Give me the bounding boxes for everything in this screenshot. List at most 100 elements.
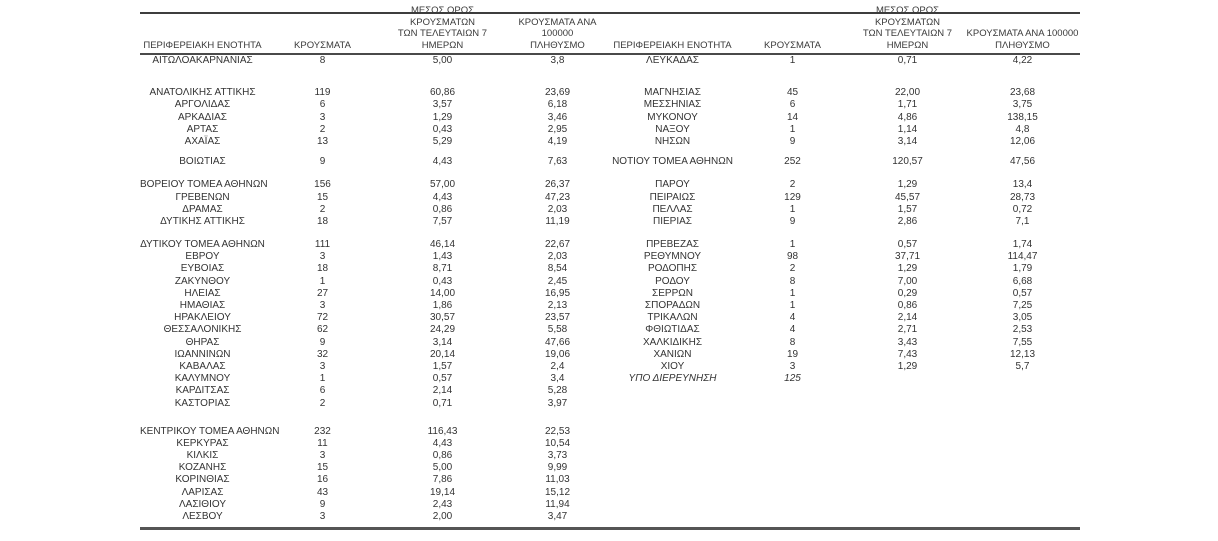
cell-left-cases: 6 [319, 99, 326, 111]
cell-right-region [610, 462, 735, 474]
cell-left-cases: 3 [319, 360, 326, 372]
row-gap [140, 228, 1080, 239]
row-gap [140, 410, 1080, 426]
cell-left-region: ΑΡΤΑΣ [186, 123, 219, 135]
cell-left-region: ΛΑΡΙΣΑΣ [181, 486, 224, 498]
cell-right-region [610, 499, 735, 511]
cell-right-cases: 98 [786, 251, 799, 263]
cell-left-per100k: 10,54 [544, 437, 571, 449]
cell-right-region: ΤΡΙΚΑΛΩΝ [647, 312, 698, 324]
cell-right-avg7: 0,29 [897, 287, 918, 299]
cell-left-region: ΑΧΑΪΑΣ [184, 135, 221, 147]
cell-right-avg7: 1,29 [897, 179, 918, 191]
cell-right-cases: 1 [789, 203, 796, 215]
cell-left-cases: 8 [319, 55, 326, 66]
cell-left-per100k: 2,95 [547, 123, 568, 135]
cell-right-cases: 1 [789, 55, 796, 66]
cell-left-cases: 15 [316, 462, 329, 474]
cell-left-avg7: 0,43 [432, 123, 453, 135]
cell-right-per100k: 1,79 [1012, 263, 1033, 275]
table-row: ΓΡΕΒΕΝΩΝ 15 4,43 47,23 ΠΕΙΡΑΙΩΣ 129 45,5… [140, 192, 1080, 204]
cell-right-avg7: 120,57 [892, 156, 923, 168]
table-row: ΗΡΑΚΛΕΙΟΥ 72 30,57 23,57 ΤΡΙΚΑΛΩΝ 4 2,14… [140, 312, 1080, 324]
cell-right-region: ΧΙΟΥ [660, 360, 685, 372]
cell-left-avg7: 3,57 [432, 99, 453, 111]
cell-left-region: ΘΕΣΣΑΛΟΝΙΚΗΣ [163, 324, 242, 336]
cell-right-cases [735, 398, 850, 410]
table-row: ΙΩΑΝΝΙΝΩΝ 32 20,14 19,06 ΧΑΝΙΩΝ 19 7,43 … [140, 349, 1080, 361]
cell-right-avg7 [850, 426, 965, 438]
cell-right-per100k: 2,53 [1012, 324, 1033, 336]
cell-right-avg7 [850, 487, 965, 499]
cell-left-avg7: 0,57 [432, 373, 453, 385]
cell-left-per100k: 3,47 [547, 511, 568, 522]
table-row: ΚΑΣΤΟΡΙΑΣ 2 0,71 3,97 [140, 398, 1080, 410]
table-row: ΔΡΑΜΑΣ 2 0,86 2,03 ΠΕΛΛΑΣ 1 1,57 0,72 [140, 204, 1080, 216]
table-header-row: ΠΕΡΙΦΕΡΕΙΑΚΗ ΕΝΟΤΗΤΑ ΚΡΟΥΣΜΑΤΑ ΜΕΣΟΣ ΟΡΟ… [140, 5, 1080, 55]
table-row: ΔΥΤΙΚΗΣ ΑΤΤΙΚΗΣ 18 7,57 11,19 ΠΙΕΡΙΑΣ 9 … [140, 216, 1080, 228]
cell-right-cases: 19 [786, 348, 799, 360]
cell-right-region: ΠΡΕΒΕΖΑΣ [646, 239, 699, 251]
cell-right-per100k: 7,1 [1015, 215, 1030, 227]
cell-left-region: ΑΙΤΩΛΟΑΚΑΡΝΑΝΙΑΣ [152, 55, 253, 66]
cell-right-avg7 [850, 462, 965, 474]
cell-right-per100k: 1,74 [1012, 239, 1033, 251]
cell-right-region: ΡΟΔΟΠΗΣ [647, 263, 698, 275]
cell-left-cases: 3 [319, 111, 326, 123]
cell-left-cases: 3 [319, 450, 326, 462]
table-row: ΑΝΑΤΟΛΙΚΗΣ ΑΤΤΙΚΗΣ 119 60,86 23,69 ΜΑΓΝΗ… [140, 87, 1080, 99]
cell-right-avg7: 3,43 [897, 336, 918, 348]
cell-right-avg7: 1,14 [897, 123, 918, 135]
cell-right-region: ΝΟΤΙΟΥ ΤΟΜΕΑ ΑΘΗΝΩΝ [612, 156, 733, 168]
cell-right-region [610, 385, 735, 397]
cell-left-avg7: 57,00 [429, 179, 456, 191]
cell-left-cases: 62 [316, 324, 329, 336]
cell-right-avg7: 2,71 [897, 324, 918, 336]
cell-right-per100k: 114,47 [1007, 251, 1038, 263]
cell-left-avg7: 0,43 [432, 275, 453, 287]
cell-left-per100k: 3,73 [547, 450, 568, 462]
cell-right-avg7: 1,29 [897, 360, 918, 372]
cell-right-cases: 9 [789, 135, 796, 147]
cell-right-per100k [965, 438, 1080, 450]
table-row: ΛΑΡΙΣΑΣ 43 19,14 15,12 [140, 487, 1080, 499]
cell-right-avg7: 7,00 [897, 275, 918, 287]
cell-left-avg7: 2,00 [432, 511, 453, 522]
cell-left-cases: 11 [317, 437, 328, 449]
cell-left-avg7: 5,29 [432, 135, 453, 147]
cell-left-region: ΕΥΒΟΙΑΣ [180, 263, 225, 275]
cell-left-per100k: 2,03 [547, 203, 568, 215]
cell-left-cases: 72 [316, 312, 329, 324]
cell-left-region: ΖΑΚΥΝΘΟΥ [174, 275, 231, 287]
cell-right-region: ΧΑΝΙΩΝ [653, 348, 692, 360]
cell-right-per100k: 13,4 [1012, 179, 1033, 191]
table-row: ΒΟΙΩΤΙΑΣ 9 4,43 7,63 ΝΟΤΙΟΥ ΤΟΜΕΑ ΑΘΗΝΩΝ… [140, 156, 1080, 168]
cell-right-per100k: 28,73 [1009, 191, 1036, 203]
table-body: ΑΙΤΩΛΟΑΚΑΡΝΑΝΙΑΣ 8 5,00 3,8 ΛΕΥΚΑΔΑΣ 1 0… [140, 55, 1080, 527]
cell-right-cases: 8 [789, 275, 796, 287]
cell-left-cases: 15 [316, 191, 329, 203]
cell-left-per100k: 4,19 [547, 135, 568, 147]
cell-left-cases: 1 [319, 275, 326, 287]
cell-right-cases [735, 450, 850, 462]
cell-right-cases: 2 [789, 179, 796, 191]
cell-right-cases: 2 [789, 263, 796, 275]
table-row: ΚΕΡΚΥΡΑΣ 11 4,43 10,54 [140, 438, 1080, 450]
cell-right-avg7 [850, 438, 965, 450]
cell-left-cases: 3 [319, 511, 326, 522]
cell-left-per100k: 3,97 [547, 397, 568, 409]
cell-left-per100k: 8,54 [547, 263, 568, 275]
cell-left-avg7: 5,00 [432, 462, 453, 474]
cell-left-region: ΑΡΓΟΛΙΔΑΣ [174, 99, 231, 111]
table-row: ΛΕΣΒΟΥ 3 2,00 3,47 [140, 511, 1080, 523]
cell-right-per100k [965, 385, 1080, 397]
cell-left-avg7: 7,86 [432, 474, 453, 486]
row-gap [140, 168, 1080, 179]
cell-left-per100k: 3,46 [547, 111, 568, 123]
cell-left-avg7: 5,00 [432, 55, 453, 66]
cell-left-per100k: 3,8 [550, 55, 565, 66]
cell-right-per100k [965, 462, 1080, 474]
table-row: ΔΥΤΙΚΟΥ ΤΟΜΕΑ ΑΘΗΝΩΝ 111 46,14 22,67 ΠΡΕ… [140, 239, 1080, 251]
cell-right-cases: 1 [789, 123, 796, 135]
cell-left-region: ΒΟΡΕΙΟΥ ΤΟΜΕΑ ΑΘΗΝΩΝ [140, 179, 268, 191]
